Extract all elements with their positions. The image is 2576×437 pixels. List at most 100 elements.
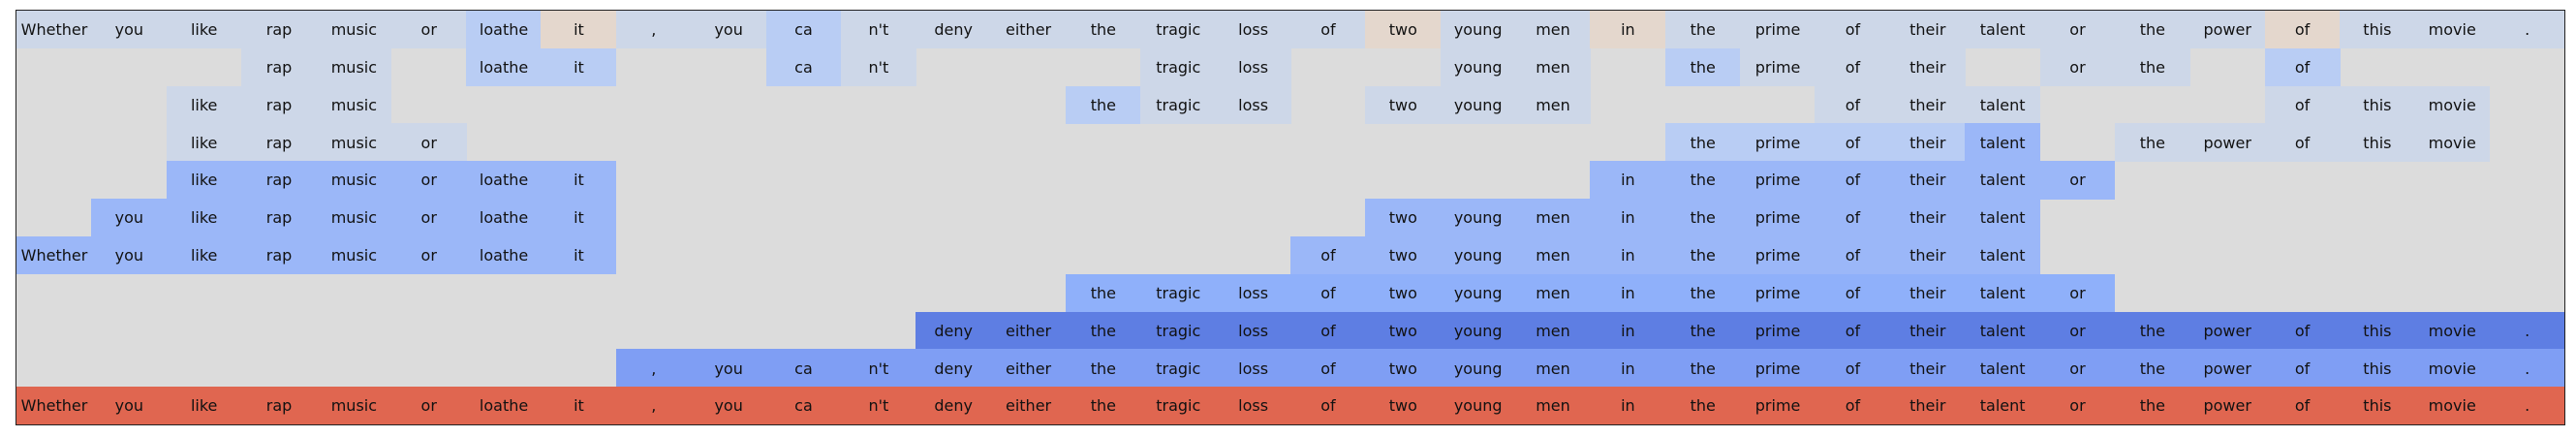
token-cell: deny — [916, 349, 992, 388]
token-cell: in — [1590, 349, 1666, 388]
token-cell: the — [1664, 349, 1741, 388]
token-cell: power — [2189, 11, 2266, 49]
token-cell: the — [1065, 273, 1141, 313]
token-cell: or — [390, 123, 467, 162]
token-cell: movie — [2414, 123, 2491, 162]
token-cell: the — [2114, 11, 2190, 49]
token-cell: either — [990, 311, 1067, 350]
token-cell: talent — [1965, 387, 2041, 424]
token-cell: tragic — [1140, 349, 1217, 388]
token-cell: prime — [1740, 161, 1816, 200]
token-cell: the — [2114, 123, 2190, 162]
token-cell: of — [2264, 387, 2341, 424]
token-cell: men — [1515, 235, 1591, 275]
token-cell: two — [1365, 11, 1442, 49]
token-cell: . — [2489, 349, 2564, 388]
token-cell: the — [1664, 387, 1741, 424]
token-cell: tragic — [1140, 47, 1217, 87]
token-cell: you — [691, 11, 767, 49]
token-cell: the — [1065, 85, 1141, 125]
token-cell: music — [316, 235, 392, 275]
token-cell: music — [316, 387, 392, 424]
token-cell: their — [1889, 47, 1966, 87]
token-cell: talent — [1965, 311, 2041, 350]
token-cell: of — [1290, 387, 1366, 424]
token-cell: deny — [916, 11, 992, 49]
token-cell: talent — [1965, 11, 2041, 49]
token-cell: it — [541, 235, 617, 275]
token-cell: of — [1815, 47, 1891, 87]
token-cell: the — [1664, 273, 1741, 313]
token-cell: music — [316, 161, 392, 200]
token-cell: of — [1815, 273, 1891, 313]
token-cell: movie — [2414, 11, 2491, 49]
token-cell: tragic — [1140, 11, 1217, 49]
token-cell: young — [1440, 349, 1516, 388]
token-cell: or — [390, 11, 467, 49]
token-cell: the — [2114, 387, 2190, 424]
token-cell: it — [541, 387, 617, 424]
token-cell: rap — [241, 85, 317, 125]
token-cell: the — [2114, 47, 2190, 87]
token-cell: music — [316, 123, 392, 162]
token-cell: or — [2039, 311, 2116, 350]
token-cell: talent — [1965, 199, 2041, 237]
token-cell: the — [1065, 387, 1141, 424]
token-cell: their — [1889, 235, 1966, 275]
token-cell: young — [1440, 85, 1516, 125]
token-cell: deny — [916, 311, 992, 350]
token-cell: in — [1590, 11, 1666, 49]
token-cell: it — [541, 199, 617, 237]
token-cell: of — [2264, 85, 2341, 125]
token-cell: loathe — [466, 161, 543, 200]
token-cell: young — [1440, 273, 1516, 313]
token-cell: the — [1664, 47, 1741, 87]
token-cell: loathe — [466, 235, 543, 275]
token-cell: either — [990, 349, 1067, 388]
token-cell: power — [2189, 123, 2266, 162]
token-cell: or — [2039, 161, 2116, 200]
token-cell: their — [1889, 161, 1966, 200]
token-cell: . — [2489, 387, 2564, 424]
token-cell: the — [1664, 235, 1741, 275]
token-cell: it — [541, 11, 617, 49]
token-cell: like — [166, 85, 242, 125]
token-cell: n't — [840, 47, 916, 87]
token-cell: talent — [1965, 85, 2041, 125]
token-cell: you — [91, 235, 168, 275]
token-cell: tragic — [1140, 85, 1217, 125]
token-cell: their — [1889, 11, 1966, 49]
token-cell: prime — [1740, 123, 1816, 162]
token-cell: ca — [765, 11, 842, 49]
token-cell: two — [1365, 85, 1442, 125]
token-cell: or — [390, 161, 467, 200]
token-cell: , — [615, 11, 692, 49]
token-cell: prime — [1740, 47, 1816, 87]
token-cell: like — [166, 123, 242, 162]
token-cell: of — [2264, 311, 2341, 350]
token-cell: this — [2339, 387, 2415, 424]
token-cell: you — [91, 199, 168, 237]
token-cell: in — [1590, 199, 1666, 237]
token-cell: it — [541, 47, 617, 87]
token-cell: their — [1889, 349, 1966, 388]
token-cell: prime — [1740, 349, 1816, 388]
token-cell: like — [166, 199, 242, 237]
token-cell: or — [2039, 387, 2116, 424]
token-cell: rap — [241, 387, 317, 424]
token-cell: of — [2264, 47, 2341, 87]
token-cell: n't — [840, 349, 916, 388]
token-cell: of — [1815, 387, 1891, 424]
token-cell: loss — [1215, 387, 1291, 424]
token-cell: movie — [2414, 387, 2491, 424]
token-cell: two — [1365, 349, 1442, 388]
token-cell: two — [1365, 199, 1442, 237]
token-cell: tragic — [1140, 311, 1217, 350]
token-cell: movie — [2414, 349, 2491, 388]
token-cell: or — [2039, 273, 2116, 313]
token-cell: rap — [241, 123, 317, 162]
token-cell: talent — [1965, 161, 2041, 200]
token-cell: rap — [241, 199, 317, 237]
token-cell: men — [1515, 199, 1591, 237]
token-cell: talent — [1965, 235, 2041, 275]
